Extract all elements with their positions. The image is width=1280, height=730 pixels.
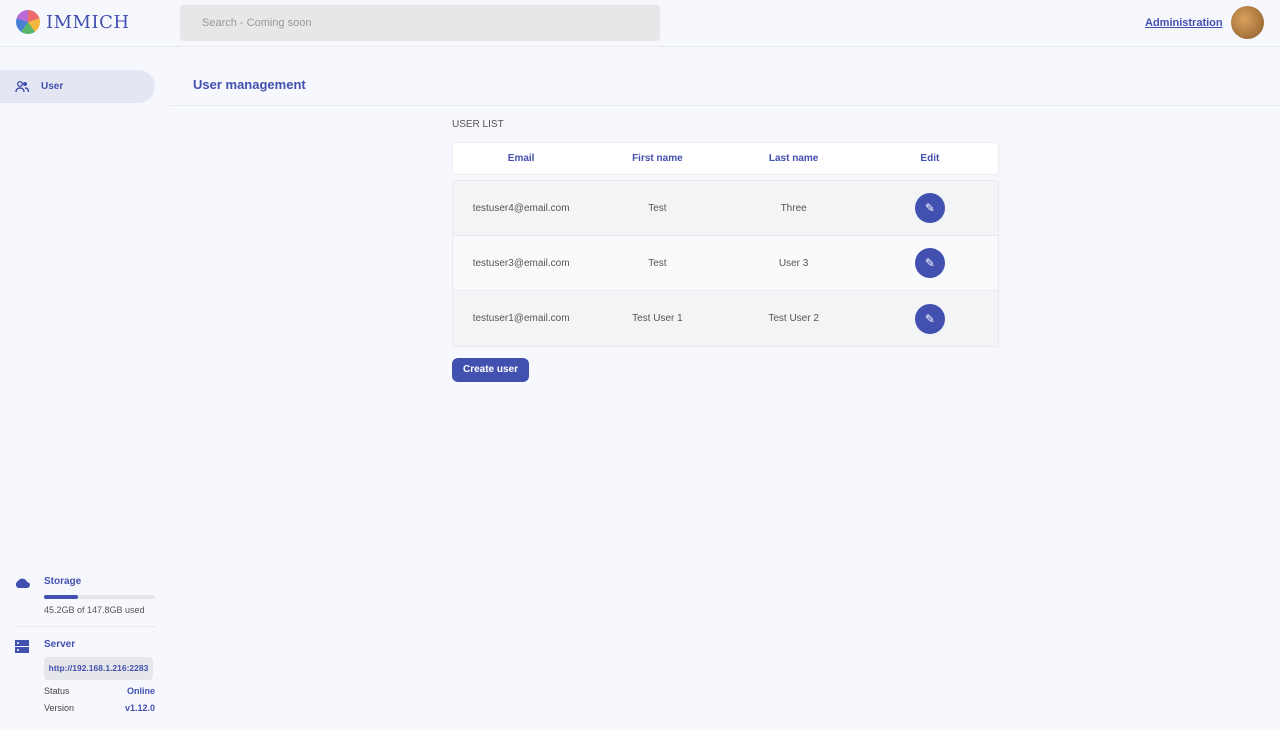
first-name-cell: Test	[648, 202, 667, 214]
email-cell: testuser3@email.com	[472, 257, 570, 269]
first-name-cell: Test	[648, 257, 667, 269]
immich-logo-icon	[16, 10, 40, 34]
email-cell: testuser4@email.com	[472, 202, 570, 214]
status-label: Status	[44, 686, 70, 696]
storage-usage-fill	[44, 595, 78, 599]
table-header: Email First name Last name Edit	[452, 142, 999, 175]
table-row: testuser3@email.com Test User 3 ✎	[453, 236, 998, 291]
email-cell: testuser1@email.com	[472, 313, 570, 324]
version-label: Version	[44, 703, 75, 713]
status-badge: Online	[126, 686, 155, 696]
user-list-label: USER LIST	[452, 119, 504, 130]
page-title: User management	[193, 77, 306, 92]
column-header-first-name: First name	[632, 153, 683, 164]
edit-user-button[interactable]: ✎	[914, 193, 945, 223]
first-name-cell: Test User 1	[632, 313, 683, 324]
version-value: v1.12.0	[124, 703, 155, 713]
top-bar: IMMICH Search - Coming soon Administrati…	[0, 0, 1280, 47]
users-icon	[15, 80, 29, 92]
user-table: testuser4@email.com Test Three ✎ testuse…	[452, 180, 999, 347]
server-title: Server	[44, 639, 76, 650]
app-logo[interactable]: IMMICH	[16, 10, 130, 34]
storage-usage-bar	[44, 595, 155, 599]
create-user-button[interactable]: Create user	[452, 358, 529, 382]
cloud-icon	[15, 578, 30, 588]
column-header-email: Email	[507, 153, 535, 164]
edit-user-button[interactable]: ✎	[914, 303, 945, 334]
pencil-icon: ✎	[924, 311, 935, 326]
avatar[interactable]	[1231, 6, 1264, 39]
storage-title: Storage	[44, 576, 82, 587]
app-name: IMMICH	[46, 11, 130, 33]
sidebar-item-label: User	[41, 81, 64, 92]
server-url: http://192.168.1.216:2283	[44, 657, 153, 680]
divider	[170, 105, 1280, 106]
last-name-cell: Three	[780, 202, 807, 214]
pencil-icon: ✎	[924, 256, 935, 270]
divider	[14, 626, 155, 627]
column-header-edit: Edit	[920, 153, 940, 164]
table-row: testuser1@email.com Test User 1 Test Use…	[453, 291, 998, 346]
administration-link[interactable]: Administration	[1145, 17, 1223, 29]
last-name-cell: User 3	[778, 257, 809, 269]
edit-user-button[interactable]: ✎	[914, 248, 945, 278]
table-row: testuser4@email.com Test Three ✎	[453, 181, 998, 236]
last-name-cell: Test User 2	[768, 313, 819, 324]
column-header-last-name: Last name	[768, 153, 819, 164]
pencil-icon: ✎	[924, 201, 935, 215]
search-input[interactable]: Search - Coming soon	[180, 5, 660, 41]
storage-used-text: 45.2GB of 147.8GB used	[44, 605, 145, 615]
server-icon	[15, 640, 29, 653]
sidebar-item-user[interactable]: User	[0, 70, 155, 103]
